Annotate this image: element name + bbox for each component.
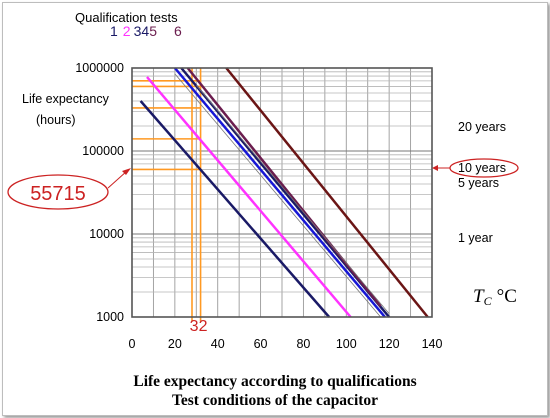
legend-title: Qualification tests	[75, 10, 178, 25]
legend-entry: 3	[134, 23, 142, 39]
y-tick-label: 10000	[89, 227, 124, 241]
highlight-life-ellipse	[7, 174, 109, 210]
y-tick-label: 1000	[96, 310, 124, 324]
y-axis-label-line1: Life expectancy	[22, 92, 110, 106]
series-line-5	[186, 67, 382, 307]
highlight-life-label: 55715	[30, 183, 86, 205]
tick-labels: 0 20 40 60 80 100 120 140 1000 10000 100000 1000000	[75, 61, 442, 351]
series-line-6	[225, 67, 429, 318]
y-tick-label: 1000000	[75, 61, 124, 75]
annotation-label: 1 year	[458, 231, 493, 245]
highlight-life-arrow	[107, 170, 128, 189]
plot-area-border	[131, 67, 433, 318]
legend-entry: 5	[149, 23, 157, 39]
annotation-arrowhead	[432, 165, 438, 171]
x-tick-label: 20	[168, 337, 182, 351]
x-tick-label: 140	[422, 337, 443, 351]
series-lines	[139, 67, 429, 318]
highlight-life-arrowhead	[122, 168, 131, 175]
x-axis-label-subscript: C	[484, 294, 493, 308]
reference-lines	[132, 68, 202, 321]
legend-entry: 1	[110, 23, 118, 39]
caption-line1: Life expectancy according to qualificati…	[133, 373, 417, 390]
series-line-8	[195, 84, 390, 314]
x-tick-label: 40	[211, 337, 225, 351]
series-line-3	[173, 67, 386, 318]
series-line-1	[139, 100, 331, 318]
y-axis-label-line2: (hours)	[36, 113, 76, 127]
x-tick-label: 0	[129, 337, 136, 351]
annotation-label: 10 years	[458, 161, 506, 175]
x-axis-label-symbol: T	[473, 286, 485, 307]
x-tick-label: 80	[296, 337, 310, 351]
highlight-temperature-label: 32	[190, 318, 208, 335]
legend-entry: 4	[141, 23, 149, 39]
series-line-2	[146, 76, 352, 318]
legend-entry: 6	[174, 23, 182, 39]
chart-grid	[132, 68, 432, 317]
legend-entry: 2	[123, 23, 131, 39]
x-tick-label: 100	[336, 337, 357, 351]
legend-entries: 1 2 345 6	[110, 23, 182, 39]
caption-line2: Test conditions of the capacitor	[171, 392, 379, 409]
annotation-label: 20 years	[458, 120, 506, 134]
x-tick-label: 120	[379, 337, 400, 351]
annotation-label: 5 years	[458, 176, 499, 190]
x-axis-label: TC °C	[473, 286, 517, 308]
x-axis-label-unit: °C	[497, 286, 517, 307]
series-line-7	[174, 73, 381, 318]
x-tick-label: 60	[254, 337, 268, 351]
y-tick-label: 100000	[82, 144, 124, 158]
